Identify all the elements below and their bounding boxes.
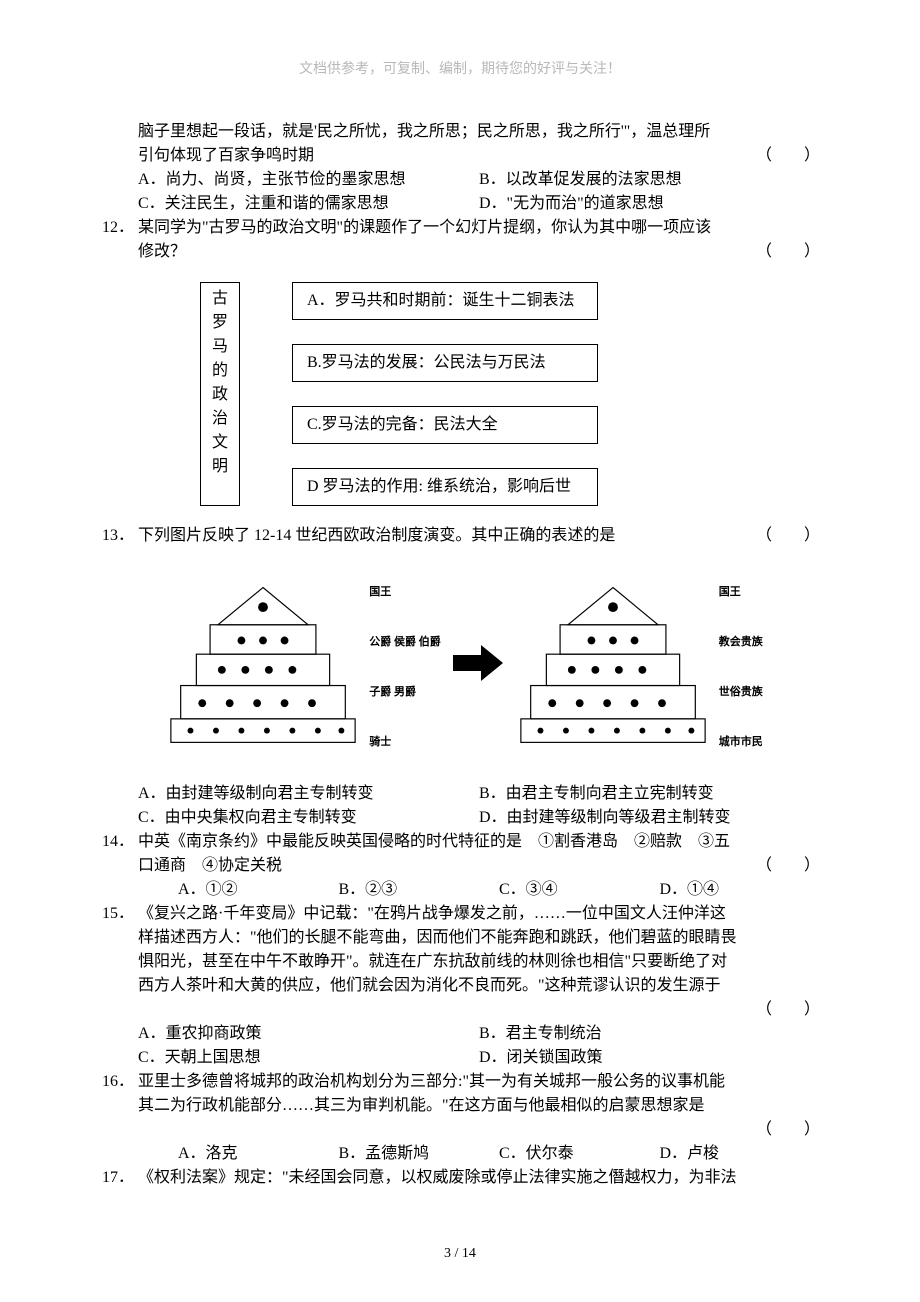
left-pyramid-group: 国王 公爵 侯爵 伯爵 子爵 男爵 骑士	[165, 572, 441, 754]
q17-number: 17．	[100, 1166, 138, 1190]
q14-line2: 口通商 ④协定关税 （ ）	[138, 854, 820, 878]
left-labels: 国王 公爵 侯爵 伯爵 子爵 男爵 骑士	[369, 572, 441, 754]
right-labels: 国王 教会贵族 世俗贵族 城市市民	[719, 572, 763, 754]
q15-number: 15．	[100, 902, 138, 926]
label: 公爵 侯爵 伯爵	[369, 630, 441, 654]
vbox-char: 治	[205, 407, 235, 431]
vbox-char: 的	[205, 359, 235, 383]
q15-l4: 西方人茶叶和大黄的供应，他们就会因为消化不良而死。"这种荒谬认识的发生源于	[138, 974, 820, 998]
page-footer: 3 / 14	[0, 1246, 920, 1262]
q13-optC: C．由中央集权向君主专制转变	[138, 806, 479, 830]
q11-continuation: 脑子里想起一段话，就是'民之所忧，我之所思；民之所思，我之所行'"，温总理所 引…	[100, 120, 820, 168]
q13-figure: 国王 公爵 侯爵 伯爵 子爵 男爵 骑士	[100, 572, 820, 754]
q14-optD: D．①④	[660, 878, 821, 902]
q11-options: A．尚力、尚贤，主张节俭的墨家思想 B．以改革促发展的法家思想 C．关注民生，注…	[100, 168, 820, 216]
q16-optD: D．卢梭	[660, 1142, 821, 1166]
q15-options: A．重农抑商政策 B．君主专制统治 C．天朝上国思想 D．闭关锁国政策	[100, 1022, 820, 1070]
q11-blank: （ ）	[756, 144, 820, 168]
q13-blank: （ ）	[756, 524, 820, 548]
q14-number: 14．	[100, 830, 138, 854]
arrow-right-icon	[453, 645, 503, 681]
q12-boxD: D 罗马法的作用: 维系统治，影响后世	[292, 468, 598, 506]
q14-line2-text: 口通商 ④协定关税	[138, 857, 282, 874]
q16-number: 16．	[100, 1070, 138, 1094]
label: 国王	[369, 580, 441, 604]
q13-text: 下列图片反映了 12-14 世纪西欧政治制度演变。其中正确的表述的是	[138, 527, 615, 544]
label: 骑士	[369, 730, 441, 754]
label: 世俗贵族	[719, 680, 763, 704]
q16-l2: 其二为行政机能部分……其三为审判机能。"在这方面与他最相似的启蒙思想家是	[138, 1094, 820, 1118]
q14-options: A．①② B．②③ C．③④ D．①④	[100, 878, 820, 902]
q16-l1: 亚里士多德曾将城邦的政治机构划分为三部分:"其一为有关城邦一般公务的议事机能	[138, 1070, 820, 1094]
q12-blank: （ ）	[756, 240, 820, 264]
q15-optB: B．君主专制统治	[479, 1022, 820, 1046]
q14-optC: C．③④	[499, 878, 660, 902]
q16: 16． 亚里士多德曾将城邦的政治机构划分为三部分:"其一为有关城邦一般公务的议事…	[100, 1070, 820, 1142]
header-note: 文档供参考，可复制、编制，期待您的好评与关注！	[100, 58, 820, 78]
q12-line1: 某同学为"古罗马的政治文明"的课题作了一个幻灯片提纲，你认为其中哪一项应该	[138, 216, 820, 240]
q14-line1: 中英《南京条约》中最能反映英国侵略的时代特征的是 ①割香港岛 ②赔款 ③五	[138, 830, 820, 854]
q15-optC: C．天朝上国思想	[138, 1046, 479, 1070]
q11-optC: C．关注民生，注重和谐的儒家思想	[138, 192, 479, 216]
q14-optA: A．①②	[178, 878, 339, 902]
q15-l3: 惧阳光，甚至在中午不敢睁开"。就连在广东抗敌前线的林则徐也相信"只要断绝了对	[138, 950, 820, 974]
q12-boxA: A．罗马共和时期前：诞生十二铜表法	[292, 282, 598, 320]
q13-optB: B．由君主专制向君主立宪制转变	[479, 782, 820, 806]
q11-optD: D．"无为而治"的道家思想	[479, 192, 820, 216]
q16-blank: （ ）	[756, 1118, 820, 1142]
vbox-char: 政	[205, 383, 235, 407]
body-text: 脑子里想起一段话，就是'民之所忧，我之所思；民之所思，我之所行'"，温总理所 引…	[100, 120, 820, 1190]
q12-number: 12．	[100, 216, 138, 240]
q17: 17． 《权利法案》规定："未经国会同意，以权威废除或停止法律实施之僭越权力，为…	[100, 1166, 820, 1190]
q16-optC: C．伏尔泰	[499, 1142, 660, 1166]
vbox-char: 马	[205, 335, 235, 359]
q12-diagram: 古 罗 马 的 政 治 文 明 A．罗马共和时期前：诞生十二铜表法 B.罗马法的…	[100, 282, 820, 506]
q16-optA: A．洛克	[178, 1142, 339, 1166]
vbox-char: 明	[205, 455, 235, 479]
q16-options: A．洛克 B．孟德斯鸠 C．伏尔泰 D．卢梭	[100, 1142, 820, 1166]
label: 国王	[719, 580, 763, 604]
q15-optA: A．重农抑商政策	[138, 1022, 479, 1046]
q13: 13． 下列图片反映了 12-14 世纪西欧政治制度演变。其中正确的表述的是 （…	[100, 524, 820, 548]
q12-option-boxes: A．罗马共和时期前：诞生十二铜表法 B.罗马法的发展：公民法与万民法 C.罗马法…	[292, 282, 598, 506]
q16-blank-row: （ ）	[138, 1118, 820, 1142]
label: 教会贵族	[719, 630, 763, 654]
q15-l1: 《复兴之路·千年变局》中记载："在鸦片战争爆发之前，……一位中国文人汪仲洋这	[138, 902, 820, 926]
label: 城市市民	[719, 730, 763, 754]
q16-optB: B．孟德斯鸠	[339, 1142, 500, 1166]
q12-line2: 修改？ （ ）	[138, 240, 820, 264]
q15-l2: 样描述西方人："他们的长腿不能弯曲，因而他们不能奔跑和跳跃，他们碧蓝的眼睛畏	[138, 926, 820, 950]
q14-optB: B．②③	[339, 878, 500, 902]
q15-blank: （ ）	[756, 998, 820, 1022]
q12-boxB: B.罗马法的发展：公民法与万民法	[292, 344, 598, 382]
pyramid-right-icon	[515, 578, 711, 748]
q15-optD: D．闭关锁国政策	[479, 1046, 820, 1070]
q11-line1: 脑子里想起一段话，就是'民之所忧，我之所思；民之所思，我之所行'"，温总理所	[138, 120, 820, 144]
page: 文档供参考，可复制、编制，期待您的好评与关注！ 脑子里想起一段话，就是'民之所忧…	[0, 0, 920, 1302]
q12: 12． 某同学为"古罗马的政治文明"的课题作了一个幻灯片提纲，你认为其中哪一项应…	[100, 216, 820, 264]
q12-boxC: C.罗马法的完备：民法大全	[292, 406, 598, 444]
q13-options: A．由封建等级制向君主专制转变 B．由君主专制向君主立宪制转变 C．由中央集权向…	[100, 782, 820, 830]
q17-text: 《权利法案》规定："未经国会同意，以权威废除或停止法律实施之僭越权力，为非法	[138, 1166, 820, 1190]
q15-blank-row: （ ）	[138, 998, 820, 1022]
q14-blank: （ ）	[756, 854, 820, 878]
vbox-char: 罗	[205, 311, 235, 335]
q11-optA: A．尚力、尚贤，主张节俭的墨家思想	[138, 168, 479, 192]
q12-vertical-box: 古 罗 马 的 政 治 文 明	[200, 282, 240, 506]
pyramid-left-icon	[165, 578, 361, 748]
q14: 14． 中英《南京条约》中最能反映英国侵略的时代特征的是 ①割香港岛 ②赔款 ③…	[100, 830, 820, 878]
q12-line2-text: 修改？	[138, 243, 186, 260]
vbox-char: 古	[205, 287, 235, 311]
q11-line2-text: 引句体现了百家争鸣时期	[138, 147, 314, 164]
vbox-char: 文	[205, 431, 235, 455]
q13-optD: D．由封建等级制向等级君主制转变	[479, 806, 820, 830]
right-pyramid-group: 国王 教会贵族 世俗贵族 城市市民	[515, 572, 763, 754]
q15: 15． 《复兴之路·千年变局》中记载："在鸦片战争爆发之前，……一位中国文人汪仲…	[100, 902, 820, 1022]
q11-optB: B．以改革促发展的法家思想	[479, 168, 820, 192]
q13-number: 13．	[100, 524, 138, 548]
q13-optA: A．由封建等级制向君主专制转变	[138, 782, 479, 806]
label: 子爵 男爵	[369, 680, 441, 704]
q11-line2: 引句体现了百家争鸣时期 （ ）	[138, 144, 820, 168]
